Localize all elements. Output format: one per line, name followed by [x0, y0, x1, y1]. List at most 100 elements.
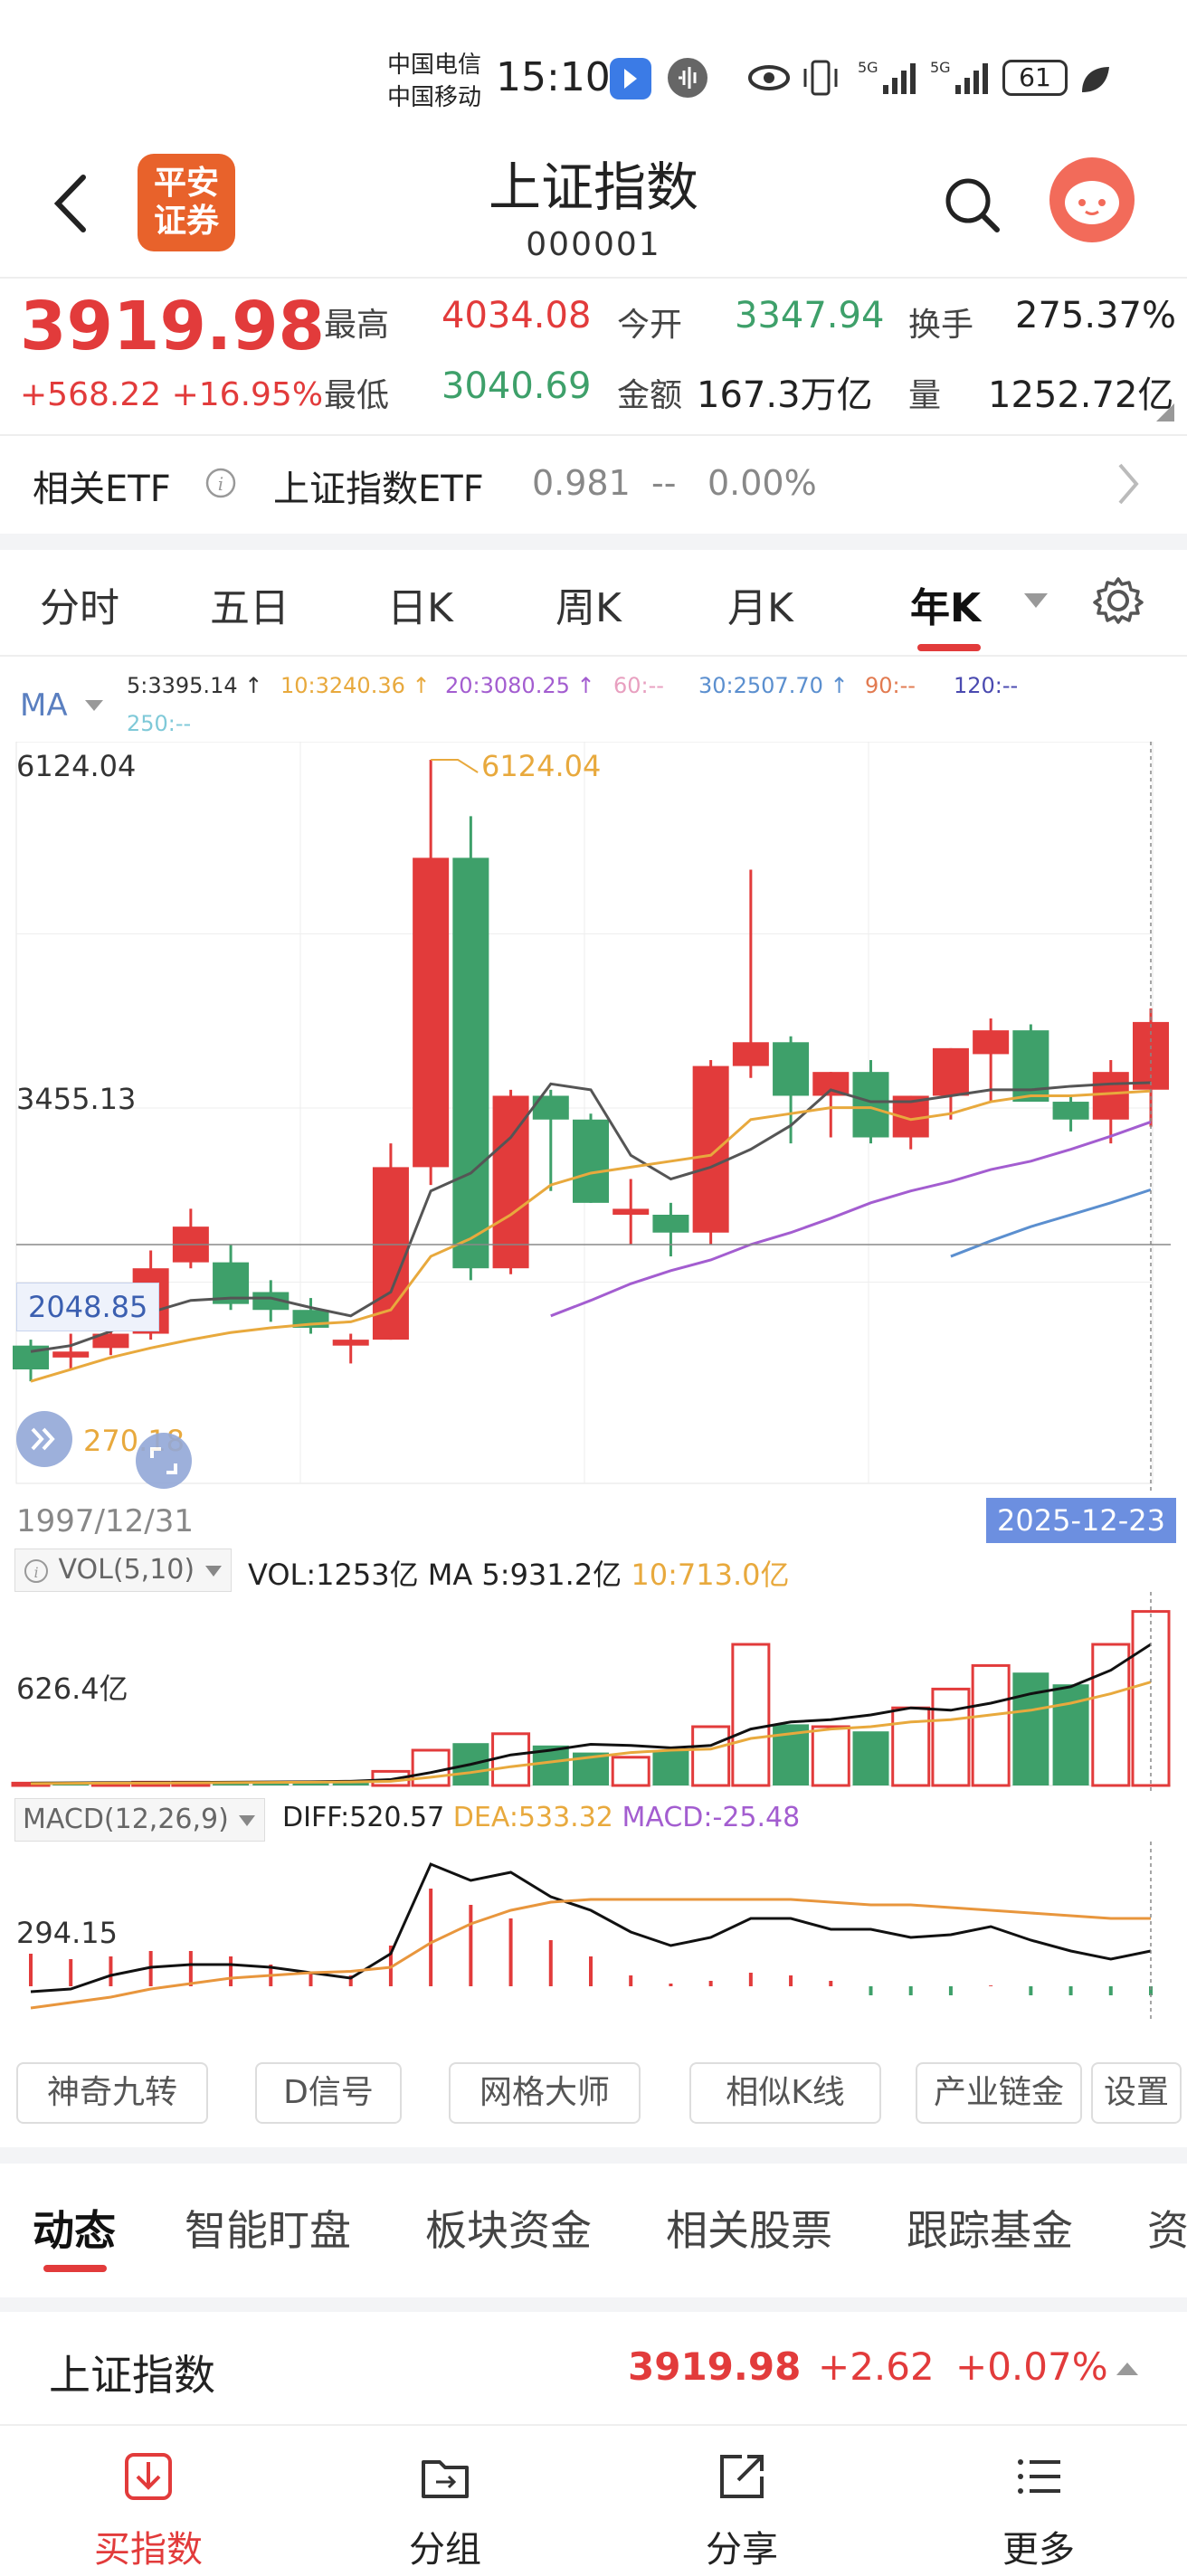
tool-grid-master[interactable]: 网格大师: [449, 2062, 641, 2124]
tab-weekly-k[interactable]: 周K: [556, 585, 622, 631]
open-value: 3347.94: [735, 295, 885, 336]
ma120-legend: 120:--: [954, 673, 1019, 698]
assistant-avatar[interactable]: [1049, 157, 1135, 242]
menu-list-icon: [1018, 2459, 1060, 2494]
volume-label: 量: [908, 377, 942, 414]
subtab-tracking-funds[interactable]: 跟踪基金: [907, 2206, 1073, 2255]
tool-magic-nine[interactable]: 神奇九转: [16, 2062, 208, 2124]
ma20-legend: 20:3080.25 ↑: [445, 673, 595, 698]
turnover-label: 换手: [908, 307, 974, 344]
candle-body-2: [92, 1333, 129, 1349]
tool-settings[interactable]: 设置: [1091, 2062, 1182, 2124]
candle-20: [812, 1072, 850, 1138]
info-icon[interactable]: i: [204, 467, 237, 499]
related-etf-row[interactable]: 相关ETF i 上证指数ETF 0.981 -- 0.00%: [0, 440, 1187, 530]
tab-five-day[interactable]: 五日: [210, 585, 290, 631]
bottom-quote-pct: +0.07%: [955, 2344, 1108, 2389]
subtab-related-stocks[interactable]: 相关股票: [666, 2206, 832, 2255]
etf-pct: 0.00%: [707, 463, 817, 503]
signal-5g-icon: 5G: [858, 59, 916, 94]
candle-19: [773, 1036, 810, 1144]
candle-16: [652, 1202, 689, 1257]
svg-text:i: i: [33, 1564, 38, 1581]
candle-12: [492, 1089, 529, 1274]
expand-left-button[interactable]: [16, 1411, 72, 1467]
vol-ma10-line: [30, 1681, 1152, 1785]
candle-4: [172, 1208, 209, 1269]
subtab-smart-watch[interactable]: 智能盯盘: [185, 2206, 351, 2255]
candle-18: [732, 869, 769, 1078]
candle-body-6: [252, 1292, 290, 1311]
ma-dropdown-icon[interactable]: [83, 698, 105, 713]
macd-chart: [29, 1842, 1153, 2022]
vol-bar-18: [731, 1643, 771, 1787]
macd-indicator-selector[interactable]: MACD(12,26,9): [14, 1798, 266, 1842]
subtab-more[interactable]: 资: [1147, 2206, 1187, 2255]
macd-diff-line: [30, 1862, 1152, 1994]
vol-bar-27: [1091, 1643, 1131, 1787]
gear-icon[interactable]: [1093, 575, 1144, 626]
etf-price: 0.981: [532, 463, 631, 503]
nav-buy-index-label: 买指数: [94, 2529, 203, 2571]
candle-0: [13, 1340, 49, 1382]
tab-daily-k[interactable]: 日K: [387, 585, 453, 631]
tool-industry-chain[interactable]: 产业链金: [916, 2062, 1082, 2124]
candle-14: [573, 1113, 609, 1203]
vol-bar-22: [891, 1706, 931, 1787]
subtab-indicator: [43, 2265, 107, 2272]
subtab-news[interactable]: 动态: [33, 2206, 116, 2255]
active-tab-indicator: [917, 644, 981, 651]
tool-d-signal[interactable]: D信号: [255, 2062, 402, 2124]
status-bar: 中国电信 中国移动 15:10 5G 5G 61: [0, 36, 1187, 118]
fullscreen-button[interactable]: [136, 1433, 192, 1489]
expand-up-icon[interactable]: [1115, 2359, 1140, 2377]
axis-mid-price: 3455.13: [16, 1082, 137, 1116]
nav-share[interactable]: 分享: [651, 2442, 832, 2571]
clock: 15:10: [496, 54, 611, 100]
vol-bar-25: [1012, 1672, 1049, 1785]
subtab-sector-funds[interactable]: 板块资金: [425, 2206, 592, 2255]
nav-group[interactable]: 分组: [355, 2442, 536, 2571]
expand-corner-icon[interactable]: [1156, 403, 1174, 421]
header-divider: [0, 277, 1187, 279]
tab-yearly-k[interactable]: 年K: [910, 585, 982, 631]
audio-icon: [668, 58, 707, 98]
leaf-icon: [1082, 67, 1109, 92]
bottom-quote-price: 3919.98: [628, 2344, 802, 2389]
volume-chart: [11, 1592, 1171, 1791]
ma10-legend: 10:3240.36 ↑: [280, 673, 431, 698]
tab-monthly-k[interactable]: 月K: [727, 585, 793, 631]
candle-body-8: [332, 1340, 369, 1346]
battery-icon: 61: [1002, 60, 1068, 96]
candle-body-16: [652, 1215, 689, 1233]
fullscreen-icon: [150, 1447, 177, 1474]
candlestick-chart[interactable]: [0, 742, 1187, 1501]
candle-body-15: [612, 1208, 650, 1216]
nav-more[interactable]: 更多: [948, 2442, 1129, 2571]
vol-bar-23: [931, 1687, 971, 1787]
candle-body-19: [773, 1042, 810, 1096]
tool-similar-k[interactable]: 相似K线: [689, 2062, 881, 2124]
price-change: +568.22 +16.95%: [20, 376, 324, 413]
dropdown-triangle-icon[interactable]: [1022, 592, 1049, 610]
candle-body-1: [52, 1351, 90, 1358]
candle-body-10: [413, 857, 450, 1168]
high-value: 4034.08: [442, 295, 592, 336]
back-icon[interactable]: [47, 172, 94, 235]
candle-body-14: [573, 1119, 609, 1203]
quote-divider: [0, 434, 1187, 436]
ma-line-5: [30, 1081, 1152, 1353]
vol-indicator-name: VOL(5,10): [58, 1554, 195, 1586]
vol-axis-label: 626.4亿: [16, 1672, 128, 1706]
tab-intraday[interactable]: 分时: [40, 585, 119, 631]
candle-8: [332, 1333, 369, 1364]
search-icon[interactable]: [941, 174, 1004, 237]
ma-selector[interactable]: MA: [20, 687, 68, 724]
ma90-legend: 90:--: [865, 673, 916, 698]
vol-bar-17: [691, 1725, 731, 1787]
volume-value: 1252.72亿: [988, 374, 1174, 416]
vol-indicator-selector[interactable]: i VOL(5,10): [14, 1548, 232, 1592]
peak-leader-line: [431, 759, 479, 773]
nav-buy-index[interactable]: 买指数: [58, 2442, 239, 2571]
candle-1: [52, 1333, 90, 1370]
